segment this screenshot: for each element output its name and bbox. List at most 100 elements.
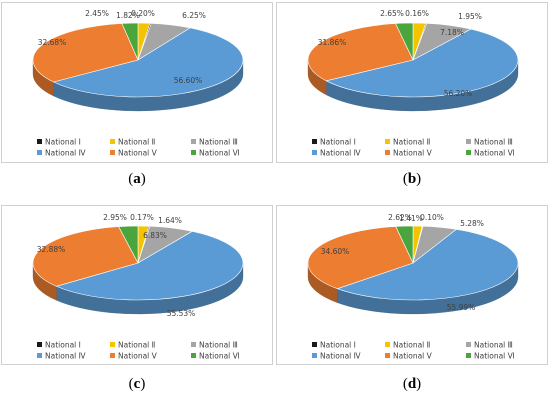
- data-label-1: 0.10%: [420, 213, 444, 222]
- pie-slice-6: [395, 225, 414, 264]
- legend-swatch-2: [385, 139, 390, 144]
- legend-label-4: National Ⅳ: [320, 352, 361, 361]
- pie-slice-5: [307, 23, 414, 82]
- data-label-1: 0.16%: [405, 9, 429, 18]
- legend-label-3: National Ⅲ: [474, 341, 513, 350]
- pie-slice-4: [52, 27, 244, 98]
- pie-chart-b: 0.16% 1.95% 7.18% 56.20% 31.86% 2.65% National…: [276, 2, 548, 163]
- legend-swatch-1: [37, 139, 42, 144]
- data-label-4: 55.99%: [447, 303, 476, 312]
- caption-b-letter: b: [407, 171, 417, 187]
- pie-chart-b-svg: 0.16% 1.95% 7.18% 56.20% 31.86% 2.65% National…: [307, 9, 519, 158]
- data-label-6: 2.95%: [103, 213, 127, 222]
- legend-label-6: National Ⅵ: [199, 352, 240, 361]
- caption-c-letter: c: [133, 376, 141, 392]
- pie-chart-d: 0.10% 1.41% 5.28% 55.99% 34.60% 2.62% National…: [276, 205, 548, 365]
- data-label-2: 1.64%: [158, 216, 182, 225]
- legend-label-2: National Ⅱ: [118, 341, 155, 350]
- legend-swatch-6: [191, 150, 196, 155]
- legend-label-1: National Ⅰ: [320, 341, 356, 350]
- legend-swatch-3: [466, 342, 471, 347]
- legend-swatch-6: [466, 150, 471, 155]
- data-label-2: 1.41%: [399, 214, 423, 223]
- data-label-2: 1.95%: [458, 12, 482, 21]
- legend-label-4: National Ⅳ: [45, 149, 86, 158]
- legend-label-3: National Ⅲ: [199, 138, 238, 147]
- data-label-5: 32.88%: [37, 245, 66, 254]
- legend-label-4: National Ⅳ: [45, 352, 86, 361]
- legend-label-2: National Ⅱ: [118, 138, 155, 147]
- data-label-4: 56.20%: [444, 89, 473, 98]
- legend-label-6: National Ⅵ: [474, 352, 515, 361]
- data-label-3: 6.25%: [182, 11, 206, 20]
- pie-slice-5: [307, 226, 414, 290]
- legend-label-5: National Ⅴ: [393, 149, 433, 158]
- legend-swatch-3: [191, 342, 196, 347]
- legend-label-1: National Ⅰ: [320, 138, 356, 147]
- pie-slice-6: [395, 22, 414, 61]
- pie-slice-5: [32, 226, 139, 287]
- legend-swatch-4: [312, 353, 317, 358]
- pie-chart-d-svg: 0.10%1.41% 5.28% 55.99% 34.60% 2.62% National…: [307, 213, 519, 361]
- pie-chart-a-svg: 0.20%1.82% 6.25% 56.60% 32.68% 2.45% National…: [32, 9, 244, 158]
- pie-slice-6: [118, 225, 139, 264]
- legend-swatch-4: [312, 150, 317, 155]
- pie-slice-4: [55, 231, 244, 301]
- legend-swatch-2: [385, 342, 390, 347]
- legend-label-2: National Ⅱ: [393, 341, 430, 350]
- legend-swatch-6: [191, 353, 196, 358]
- legend-label-3: National Ⅲ: [199, 341, 238, 350]
- pie-slice-4: [325, 28, 519, 98]
- data-label-6: 2.45%: [85, 9, 109, 18]
- caption-a-letter: a: [133, 171, 141, 187]
- legend-swatch-2: [110, 139, 115, 144]
- data-label-6: 2.65%: [380, 9, 404, 18]
- caption-c: (c): [128, 376, 146, 392]
- caption-b: (b): [402, 171, 422, 187]
- legend-swatch-5: [385, 353, 390, 358]
- pie-slice-5: [32, 23, 139, 83]
- data-label-5: 32.68%: [38, 38, 67, 47]
- legend-swatch-6: [466, 353, 471, 358]
- pie-chart-a: 0.20% 1.82% 6.25% 56.60% 32.68% 2.45% National…: [1, 2, 273, 163]
- caption-d-letter: d: [407, 376, 417, 392]
- data-label-3: 6.83%: [143, 231, 167, 240]
- legend-swatch-1: [312, 139, 317, 144]
- data-label-4: 56.60%: [174, 76, 203, 85]
- legend-swatch-4: [37, 353, 42, 358]
- pie-slice-6: [121, 22, 139, 61]
- data-label-6: 2.62%: [388, 213, 412, 222]
- data-label-5: 34.60%: [321, 247, 350, 256]
- legend-label-5: National Ⅴ: [118, 352, 158, 361]
- legend-label-1: National Ⅰ: [45, 341, 81, 350]
- data-label-1: 0.17%: [130, 213, 154, 222]
- caption-a: (a): [128, 171, 146, 187]
- legend-label-3: National Ⅲ: [474, 138, 513, 147]
- legend-swatch-4: [37, 150, 42, 155]
- pie-chart-c-svg: 0.17% 1.64% 6.83% 55.53% 32.88% 2.95% National…: [32, 213, 244, 361]
- legend-label-6: National Ⅵ: [474, 149, 515, 158]
- data-label-1: 0.20%: [131, 9, 155, 18]
- data-label-5: 31.86%: [318, 38, 347, 47]
- data-label-3: 5.28%: [460, 219, 484, 228]
- legend-swatch-3: [466, 139, 471, 144]
- legend-label-2: National Ⅱ: [393, 138, 430, 147]
- data-label-3: 7.18%: [440, 28, 464, 37]
- pie-chart-c: 0.17% 1.64% 6.83% 55.53% 32.88% 2.95% National…: [1, 205, 273, 365]
- legend-label-4: National Ⅳ: [320, 149, 361, 158]
- legend-label-5: National Ⅴ: [393, 352, 433, 361]
- data-label-4: 55.53%: [167, 309, 196, 318]
- legend-label-5: National Ⅴ: [118, 149, 158, 158]
- data-label-2: 1.82%: [116, 11, 140, 20]
- legend-label-1: National Ⅰ: [45, 138, 81, 147]
- legend-swatch-5: [385, 150, 390, 155]
- pie-slice-4: [336, 228, 519, 301]
- legend-label-6: National Ⅵ: [199, 149, 240, 158]
- legend-swatch-1: [37, 342, 42, 347]
- caption-d: (d): [402, 376, 422, 392]
- legend-swatch-1: [312, 342, 317, 347]
- legend-swatch-5: [110, 150, 115, 155]
- legend-swatch-2: [110, 342, 115, 347]
- legend-swatch-5: [110, 353, 115, 358]
- legend-swatch-3: [191, 139, 196, 144]
